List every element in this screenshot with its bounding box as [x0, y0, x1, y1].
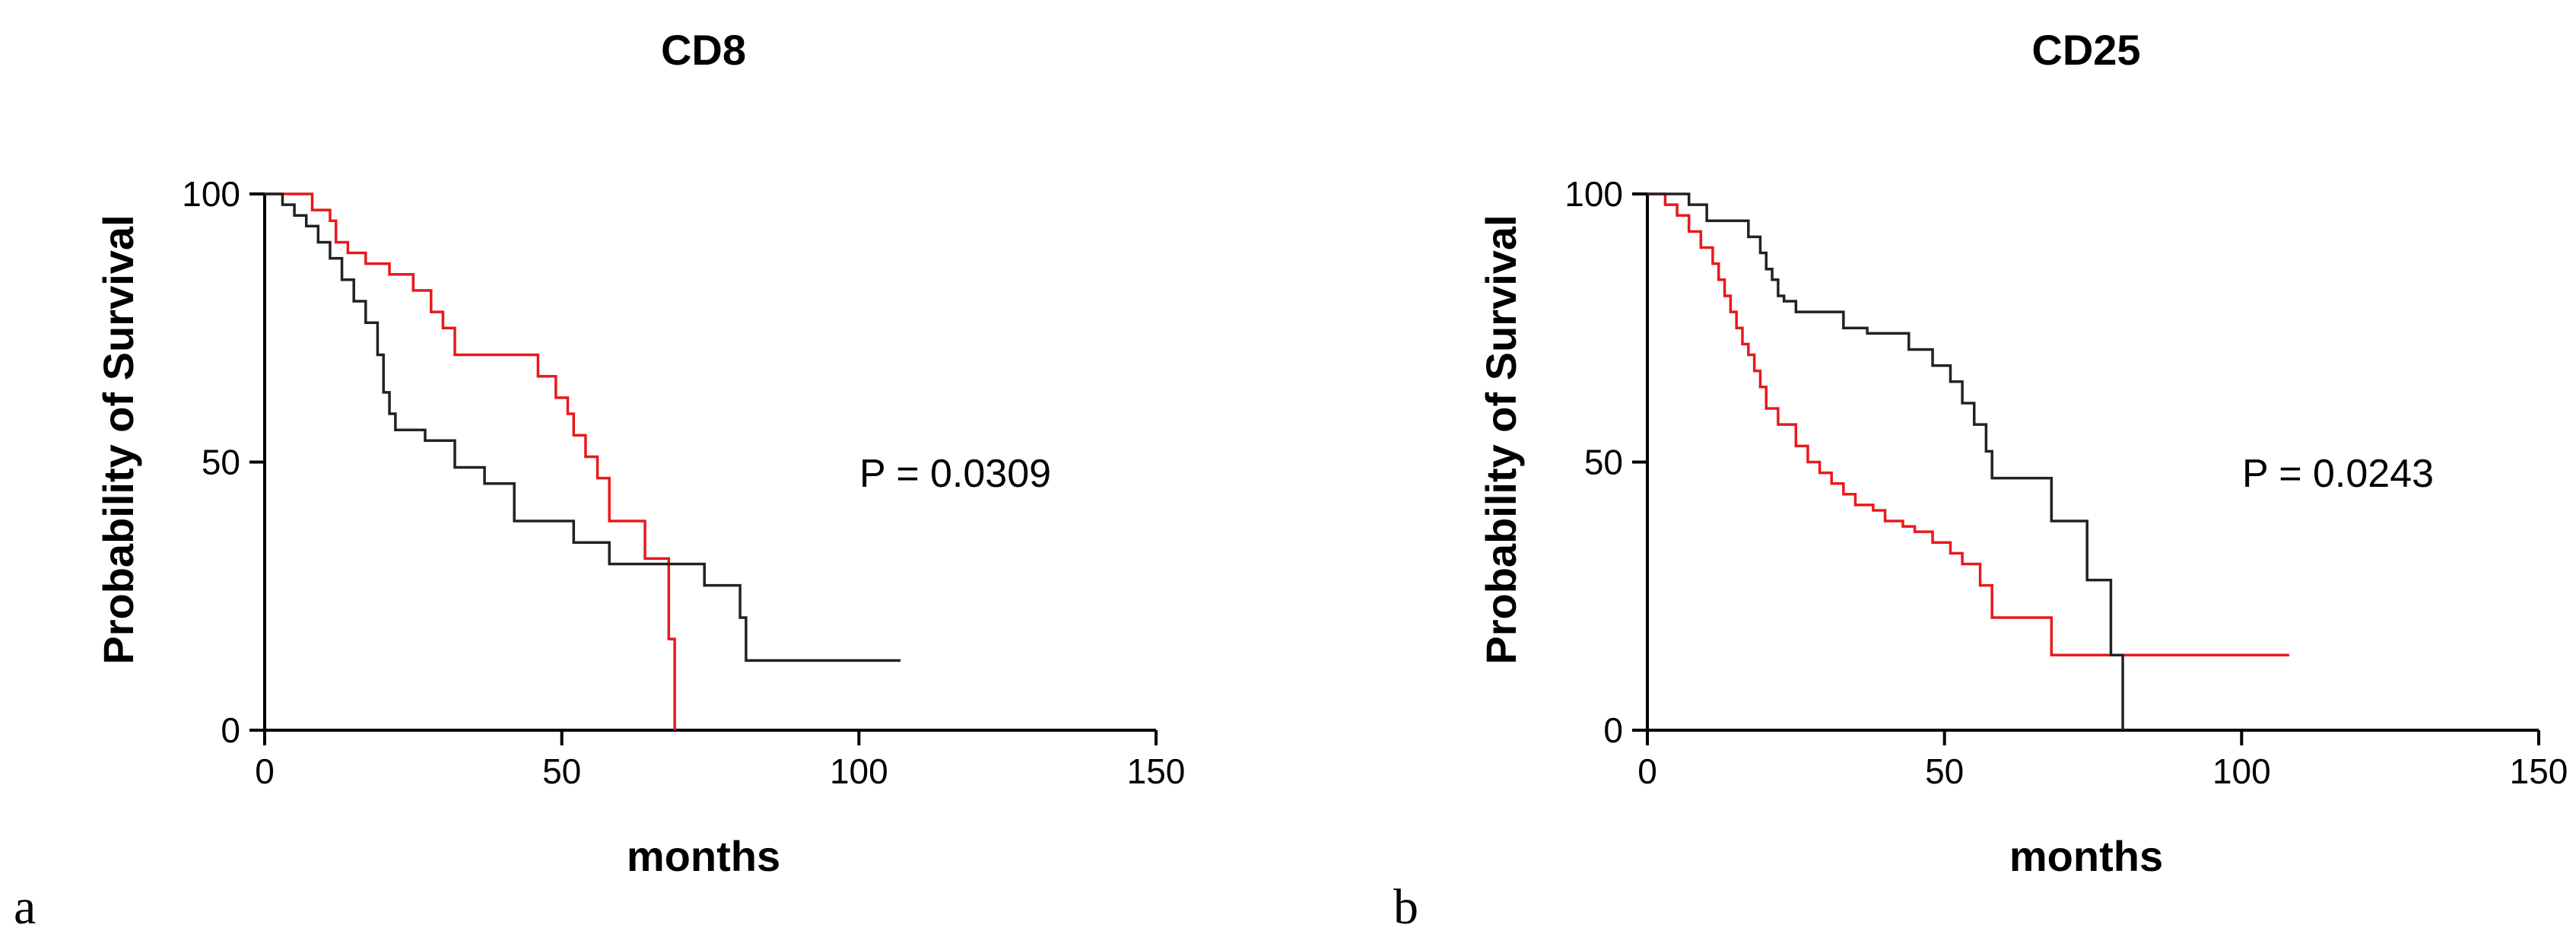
survival-curve-2 — [265, 192, 901, 662]
y-tick-label: 50 — [202, 443, 240, 482]
x-tick-label: 0 — [1637, 751, 1657, 791]
x-tick-label: 50 — [1925, 751, 1964, 791]
y-tick-label: 100 — [182, 174, 240, 214]
survival-curve-1 — [1647, 192, 2289, 657]
chart-panel-cd25: CD25 Probability of Survival months P = … — [1383, 0, 2576, 946]
p-value-annotation: P = 0.0243 — [2242, 452, 2434, 496]
survival-curve-1 — [265, 192, 676, 730]
panel-label-b: b — [1393, 879, 1418, 935]
y-tick-label: 0 — [221, 710, 240, 750]
chart-title: CD25 — [2031, 26, 2140, 74]
x-tick-label: 150 — [2510, 751, 2568, 791]
chart-panel-cd8: CD8 Probability of Survival months P = 0… — [0, 0, 1255, 946]
axes: 0 50 100 150 0 50 100 — [1564, 174, 2568, 791]
y-tick-label: 0 — [1603, 710, 1623, 750]
y-axis-label: Probability of Survival — [94, 214, 142, 664]
chart-cd25-svg: CD25 Probability of Survival months P = … — [1477, 26, 2568, 880]
y-tick-label: 50 — [1584, 443, 1623, 482]
survival-curve-2 — [1647, 192, 2124, 730]
panel-label-a: a — [14, 879, 37, 935]
plot-area — [265, 192, 901, 730]
plot-area — [1647, 192, 2289, 730]
x-tick-label: 0 — [255, 751, 275, 791]
x-tick-label: 50 — [542, 751, 581, 791]
x-tick-label: 100 — [2212, 751, 2271, 791]
chart-title: CD8 — [661, 26, 746, 74]
p-value-annotation: P = 0.0309 — [859, 452, 1051, 496]
y-tick-label: 100 — [1564, 174, 1623, 214]
x-axis-label: months — [2009, 832, 2163, 880]
chart-cd8-svg: CD8 Probability of Survival months P = 0… — [94, 26, 1185, 880]
x-tick-label: 150 — [1127, 751, 1186, 791]
x-tick-label: 100 — [830, 751, 888, 791]
x-axis-label: months — [627, 832, 780, 880]
axes: 0 50 100 150 0 50 100 — [182, 174, 1185, 791]
y-axis-label: Probability of Survival — [1477, 214, 1525, 664]
